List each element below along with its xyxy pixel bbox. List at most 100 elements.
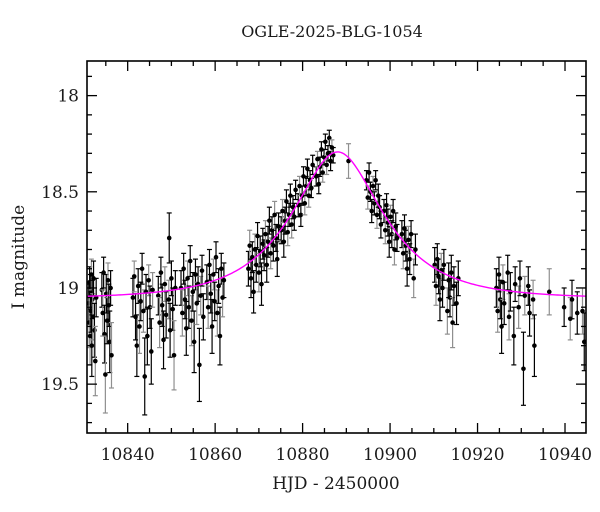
data-marker [561,304,567,310]
data-marker [187,258,193,264]
data-marker [309,185,314,191]
data-point [162,266,168,303]
data-point [391,233,397,266]
data-marker [501,301,507,306]
data-marker [328,158,333,164]
data-marker [272,212,277,218]
data-marker [261,252,267,258]
data-marker [433,283,439,289]
data-point [373,170,379,191]
data-point [148,318,154,385]
data-marker [374,212,380,218]
data-marker [407,256,413,262]
data-marker [105,277,111,283]
data-point [196,327,202,403]
data-point [266,206,272,235]
data-marker [325,151,331,156]
data-marker [441,262,447,268]
data-point [189,295,195,347]
data-marker [263,231,268,237]
data-marker [267,218,272,223]
data-marker [495,308,500,314]
data-point [511,306,517,366]
data-marker [530,297,536,302]
data-marker [298,212,304,218]
x-tick-label: 10900 [363,445,417,465]
data-point [131,260,137,293]
data-point [516,285,522,329]
data-marker [413,247,418,252]
data-point [135,268,141,304]
data-marker [394,235,400,241]
data-point [144,306,150,366]
data-point [194,281,200,326]
data-marker [386,239,392,245]
data-marker [581,339,586,345]
data-point [216,268,222,304]
data-marker [451,283,457,289]
data-marker [109,352,114,358]
data-point [101,304,107,364]
data-point [192,258,198,291]
data-point [167,302,173,358]
model-curve [87,151,586,297]
data-marker [169,276,174,281]
data-point [171,320,177,391]
y-axis-label: I magnitude [9,205,29,309]
data-marker [253,262,259,268]
data-marker [134,343,140,348]
data-point [91,302,97,358]
data-point [506,293,512,341]
data-marker [546,289,552,295]
data-point [308,177,314,199]
data-marker [389,231,395,237]
data-marker [194,301,200,306]
data-marker [185,276,190,281]
data-marker [402,226,407,231]
data-point [289,210,295,239]
data-point [495,289,501,333]
data-point [378,210,384,239]
data-marker [256,270,262,275]
data-point [258,262,264,306]
data-marker [142,374,148,379]
data-point [522,275,528,316]
data-marker [378,222,384,227]
data-marker [190,289,196,295]
data-point [93,277,99,318]
data-marker [101,270,106,275]
data-marker [166,235,172,241]
data-marker [201,314,206,320]
data-marker [155,293,161,298]
data-marker [191,339,197,345]
data-marker [370,183,376,189]
data-marker [525,283,531,289]
data-point [139,252,145,285]
data-point [134,314,140,378]
data-marker [437,297,443,302]
data-point [512,266,518,303]
data-marker [369,208,375,214]
data-point [276,212,282,241]
data-point [394,223,400,253]
data-marker [366,170,372,175]
data-marker [221,277,227,283]
data-marker [512,281,518,287]
data-point [411,258,417,299]
data-point [501,281,507,326]
data-point [166,212,172,264]
x-tick-label: 10940 [538,445,592,465]
data-marker [271,243,276,248]
data-point [283,189,289,214]
data-marker [432,262,437,268]
data-marker [411,276,416,281]
data-point [561,287,567,328]
plot-data-layer [87,129,586,416]
data-marker [285,229,291,235]
data-point [217,306,223,366]
data-marker [440,285,445,291]
data-marker [326,135,332,141]
data-point [150,271,156,308]
data-marker [145,333,150,339]
data-marker [280,208,285,214]
